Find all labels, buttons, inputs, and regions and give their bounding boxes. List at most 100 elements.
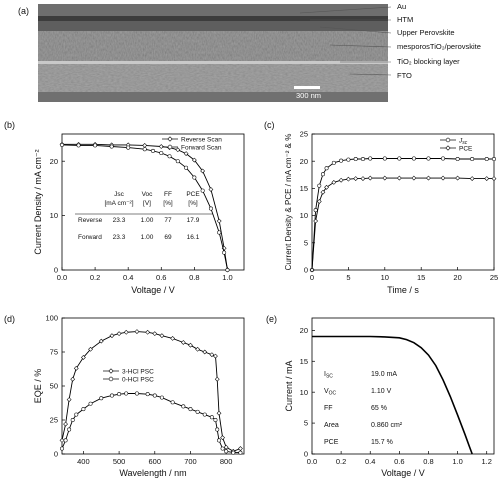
time-jsc-point bbox=[426, 156, 431, 161]
label-htm: HTM bbox=[397, 15, 413, 24]
time-y-tick-label: 15 bbox=[300, 184, 308, 193]
time-jsc-point bbox=[382, 156, 387, 161]
eqe-0hcl-point bbox=[209, 415, 214, 420]
table-row-label: Forward bbox=[78, 234, 102, 241]
eqe-x-axis-label: Wavelength / nm bbox=[119, 468, 186, 478]
eqe-0hcl-point bbox=[60, 446, 64, 451]
jv-legend-forward: Forward Scan bbox=[181, 145, 222, 152]
panel-label-a: (a) bbox=[18, 6, 29, 16]
panel-label-d: (d) bbox=[4, 314, 15, 324]
jv-series bbox=[59, 141, 230, 273]
time-y-tick-label: 5 bbox=[304, 238, 308, 247]
jv-forward-point bbox=[192, 175, 197, 180]
param-name-isc: ISC bbox=[324, 371, 333, 380]
label-fto: FTO bbox=[397, 71, 412, 80]
time-jsc-point bbox=[353, 157, 358, 161]
eqe-3hcl-point bbox=[116, 331, 122, 337]
time-x-tick-label: 20 bbox=[453, 273, 461, 282]
iv-x-axis-label: Voltage / V bbox=[381, 468, 425, 478]
time-plot-frame bbox=[311, 133, 495, 271]
param-value-area: 0.860 cm² bbox=[371, 422, 403, 429]
eqe-y-tick-label: 0 bbox=[54, 450, 58, 459]
table-cell: 69 bbox=[164, 234, 172, 241]
jv-y-axis-label: Current Density / mA cm⁻² bbox=[33, 149, 43, 254]
iv-x-tick-label: 0.4 bbox=[365, 457, 375, 466]
eqe-0hcl-point bbox=[145, 392, 150, 397]
time-jsc-point bbox=[411, 156, 416, 161]
time-legend-jsc: Jsc bbox=[458, 138, 468, 147]
eqe-plot-frame bbox=[61, 317, 245, 455]
time-x-tick-label: 0 bbox=[310, 273, 314, 282]
table-unit-pce: [%] bbox=[188, 200, 198, 207]
iv-y-tick-label: 20 bbox=[300, 326, 308, 335]
jv-x-ticks: 0.0 0.2 0.4 0.6 0.8 1.0 bbox=[57, 267, 233, 282]
eqe-y-tick-label: 25 bbox=[50, 416, 58, 425]
eqe-y-ticks: 0 25 50 75 100 bbox=[45, 314, 65, 459]
jv-forward-point bbox=[142, 147, 147, 152]
iv-x-ticks: 0.0 0.2 0.4 0.6 0.8 1.0 1.2 bbox=[307, 451, 492, 466]
eqe-3hcl-point bbox=[73, 365, 79, 371]
param-value-voc: 1.10 V bbox=[371, 388, 392, 395]
jv-forward-point bbox=[151, 148, 155, 153]
eqe-0hcl-point bbox=[117, 392, 122, 397]
eqe-3hcl-point bbox=[159, 333, 165, 339]
label-mesoporous: mesporosTiO₂/perovskite bbox=[397, 42, 481, 51]
time-pce-point bbox=[426, 175, 431, 181]
jv-y-tick-label: 10 bbox=[50, 211, 58, 220]
time-x-tick-label: 10 bbox=[381, 273, 389, 282]
eqe-0hcl-point bbox=[99, 396, 104, 401]
time-pce-point bbox=[491, 176, 497, 181]
label-blocking-layer: TiO₂ blocking layer bbox=[397, 57, 460, 66]
jv-forward-point bbox=[200, 188, 205, 193]
eqe-3hcl-point bbox=[195, 346, 200, 352]
time-jsc-point bbox=[313, 208, 318, 213]
param-name-pce: PCE bbox=[324, 439, 339, 446]
jv-x-axis-label: Voltage / V bbox=[131, 285, 175, 295]
time-jsc-point bbox=[339, 158, 344, 163]
iv-x-tick-label: 0.0 bbox=[307, 457, 317, 466]
eqe-0hcl-point bbox=[181, 404, 186, 409]
eqe-0hcl-point bbox=[213, 418, 218, 422]
time-x-tick-label: 5 bbox=[346, 273, 350, 282]
time-jsc-point bbox=[317, 183, 322, 188]
time-jsc-point bbox=[455, 157, 460, 161]
eqe-x-tick-label: 800 bbox=[220, 457, 233, 466]
eqe-3hcl-point bbox=[213, 353, 218, 359]
eqe-0hcl-point bbox=[159, 395, 164, 400]
eqe-legend-0hcl: 0-HCl PSC bbox=[122, 377, 154, 384]
jv-x-tick-label: 1.0 bbox=[222, 273, 232, 282]
time-pce-point bbox=[316, 199, 322, 204]
jv-reverse-point bbox=[216, 218, 222, 224]
eqe-3hcl-point bbox=[238, 446, 243, 451]
eqe-0hcl-point bbox=[88, 401, 93, 406]
time-y-tick-label: 25 bbox=[300, 130, 308, 139]
eqe-3hcl-point bbox=[223, 444, 229, 450]
eqe-series bbox=[59, 329, 243, 455]
eqe-y-tick-label: 75 bbox=[50, 348, 58, 357]
eqe-0hcl-point bbox=[170, 400, 175, 405]
time-jsc-point bbox=[360, 157, 365, 161]
jv-forward-line bbox=[61, 144, 228, 271]
jv-forward-point bbox=[208, 206, 213, 211]
eqe-0hcl-point bbox=[70, 418, 75, 422]
iv-x-tick-label: 0.6 bbox=[394, 457, 404, 466]
jv-plot-frame bbox=[61, 133, 245, 271]
au-layer bbox=[38, 4, 388, 16]
eqe-3hcl-point bbox=[81, 355, 86, 360]
jv-reverse-point bbox=[175, 147, 181, 153]
jv-forward-point bbox=[109, 144, 114, 149]
eqe-0hcl-point bbox=[74, 412, 79, 417]
jv-forward-point bbox=[175, 159, 180, 164]
glass-substrate bbox=[38, 92, 388, 102]
jv-reverse-point bbox=[158, 144, 164, 149]
iv-plot: 0.0 0.2 0.4 0.6 0.8 1.0 1.2 0 5 10 15 20 Voltage /… bbox=[284, 317, 495, 478]
eqe-3hcl-point bbox=[70, 376, 76, 382]
table-row-label: Reverse bbox=[78, 217, 103, 224]
iv-plot-frame bbox=[311, 317, 495, 455]
eqe-0hcl-point bbox=[63, 438, 68, 443]
time-jsc-point bbox=[441, 156, 446, 161]
upper-perovskite-layer bbox=[38, 21, 388, 31]
jv-reverse-point bbox=[208, 187, 214, 192]
table-cell: 16.1 bbox=[187, 234, 200, 241]
